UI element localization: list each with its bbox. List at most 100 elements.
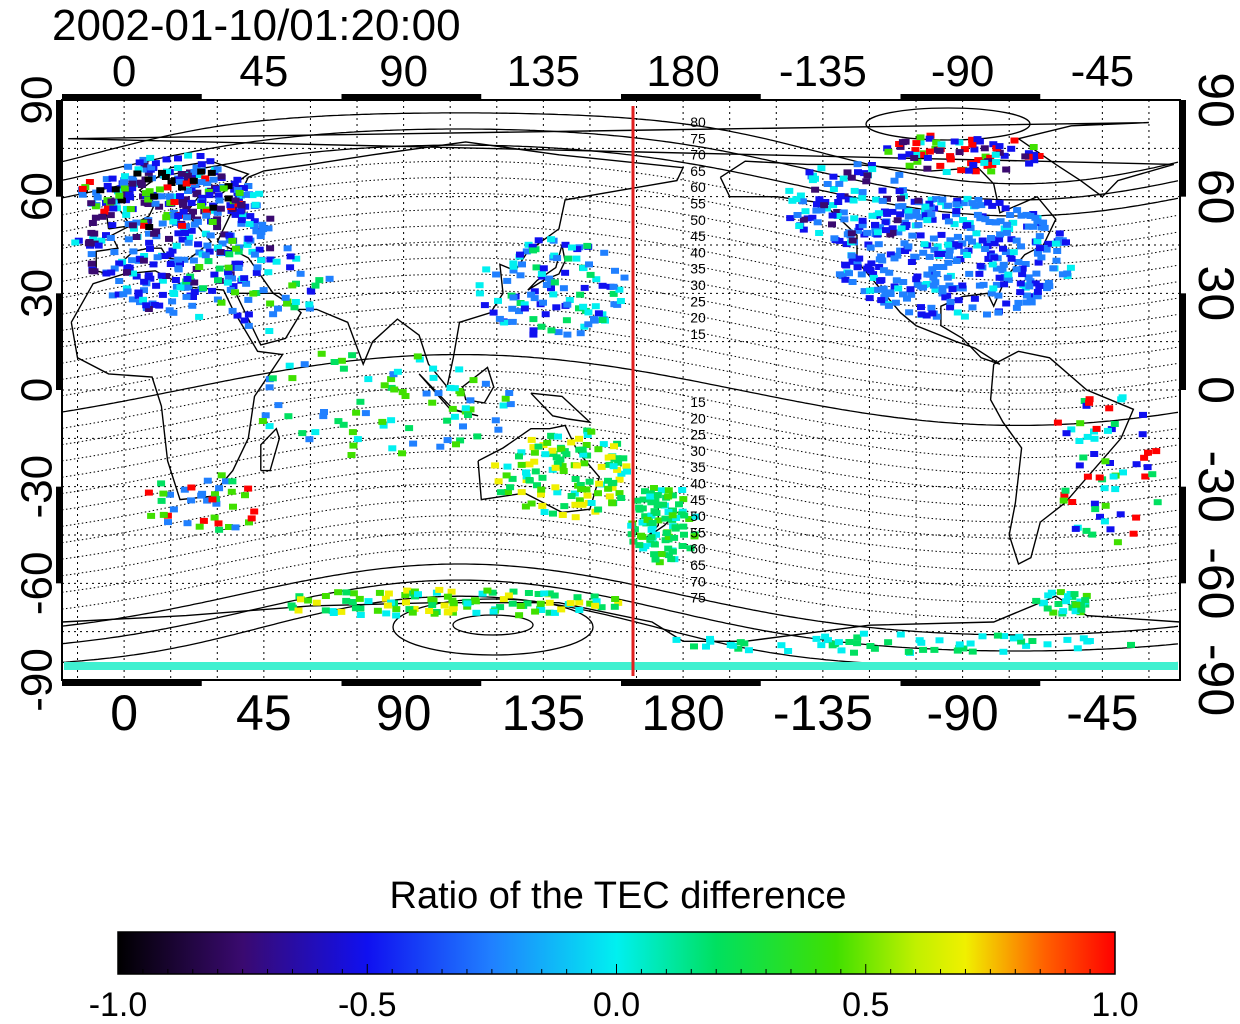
tec-cell — [1152, 448, 1161, 455]
tec-cell — [87, 251, 96, 258]
tec-cell — [592, 276, 601, 283]
colorbar-tick-label: 0.5 — [842, 986, 889, 1024]
tec-cell — [215, 265, 224, 272]
tec-cell — [315, 277, 324, 284]
tec-cell — [140, 161, 149, 168]
tec-cell — [165, 235, 173, 242]
tec-cell — [224, 269, 233, 275]
tec-cell — [864, 241, 873, 248]
tec-cell — [932, 264, 941, 270]
tec-cell — [244, 311, 253, 318]
tec-cell — [994, 309, 1003, 316]
tec-cell — [808, 214, 817, 221]
tec-cell — [93, 194, 102, 201]
south-contour-label: 60 — [690, 541, 706, 557]
tec-cell — [128, 180, 137, 187]
tec-cell — [348, 352, 357, 359]
tec-cell — [845, 270, 853, 277]
tec-cell — [196, 153, 205, 159]
tec-cell — [187, 484, 196, 491]
tec-cell — [868, 212, 877, 219]
tec-cell — [928, 266, 937, 273]
tec-cell — [635, 542, 644, 549]
tec-cell — [134, 166, 143, 173]
left-axis-label: -60 — [13, 552, 62, 616]
tec-cell — [494, 478, 503, 485]
tec-cell — [321, 593, 330, 599]
tec-cell — [904, 648, 913, 655]
tec-cell — [812, 635, 821, 642]
tec-cell — [187, 200, 196, 206]
tec-cell — [1021, 153, 1030, 160]
tec-cell — [378, 418, 387, 425]
tec-cell — [990, 254, 999, 261]
tec-cell — [828, 642, 837, 649]
tec-cell — [383, 602, 392, 609]
tec-cell — [585, 478, 594, 485]
tec-cell — [230, 180, 239, 187]
tec-cell — [214, 192, 223, 199]
tec-cell — [361, 410, 370, 417]
tec-cell — [409, 440, 418, 447]
tec-cell — [590, 317, 599, 324]
tec-cell — [829, 202, 838, 209]
tec-cell — [329, 610, 338, 616]
tec-cell — [1075, 462, 1084, 469]
tec-cell — [952, 201, 961, 208]
tec-cell — [197, 168, 206, 175]
tec-cell — [475, 282, 484, 289]
tec-cell — [1032, 270, 1041, 277]
tec-cell — [169, 218, 178, 225]
tec-cell — [973, 242, 982, 249]
tec-cell — [944, 218, 953, 225]
tec-cell — [906, 286, 915, 293]
tec-cell — [995, 143, 1004, 150]
tec-cell — [1014, 299, 1023, 306]
tec-cell — [864, 263, 873, 270]
tec-cell — [796, 192, 805, 199]
tec-cell — [576, 330, 585, 337]
tec-cell — [375, 589, 384, 596]
tec-cell — [576, 291, 585, 298]
tec-cell — [916, 232, 925, 239]
tec-cell — [591, 602, 600, 609]
tec-cell — [1040, 224, 1049, 231]
tec-cell — [605, 493, 614, 500]
north-contour-label: 30 — [690, 277, 706, 293]
tec-cell — [174, 265, 183, 272]
tec-cell — [884, 639, 893, 646]
tec-cell — [537, 323, 546, 330]
frame-bar-left — [56, 100, 62, 197]
tec-cell — [209, 204, 218, 211]
tec-cell — [284, 413, 293, 420]
tec-cell — [180, 256, 189, 263]
tec-cell — [212, 500, 221, 507]
tec-cell — [653, 502, 662, 509]
tec-cell — [668, 548, 677, 555]
tec-cell — [489, 309, 498, 316]
tec-cell — [283, 245, 292, 252]
tec-cell — [195, 313, 204, 320]
tec-cell — [583, 432, 592, 438]
frame-bar-right — [1180, 100, 1186, 197]
tec-cell — [927, 304, 936, 311]
tec-cell — [1009, 635, 1018, 642]
tec-cell — [734, 645, 743, 652]
tec-cell — [934, 251, 943, 257]
tec-cell — [575, 607, 584, 613]
tec-cell — [932, 313, 941, 320]
tec-cell — [847, 174, 856, 181]
tec-cell — [103, 205, 112, 212]
tec-cell — [133, 170, 142, 177]
tec-cell — [317, 350, 326, 357]
tec-cell — [788, 197, 797, 204]
tec-cell — [558, 512, 567, 518]
tec-cell — [1083, 433, 1092, 440]
tec-cell — [520, 305, 529, 312]
tec-cell — [1091, 506, 1100, 513]
tec-cell — [373, 607, 382, 614]
north-contour-label: 75 — [690, 130, 706, 146]
tec-cell — [203, 242, 212, 249]
tec-cell — [812, 207, 821, 214]
tec-cell — [1018, 271, 1027, 278]
